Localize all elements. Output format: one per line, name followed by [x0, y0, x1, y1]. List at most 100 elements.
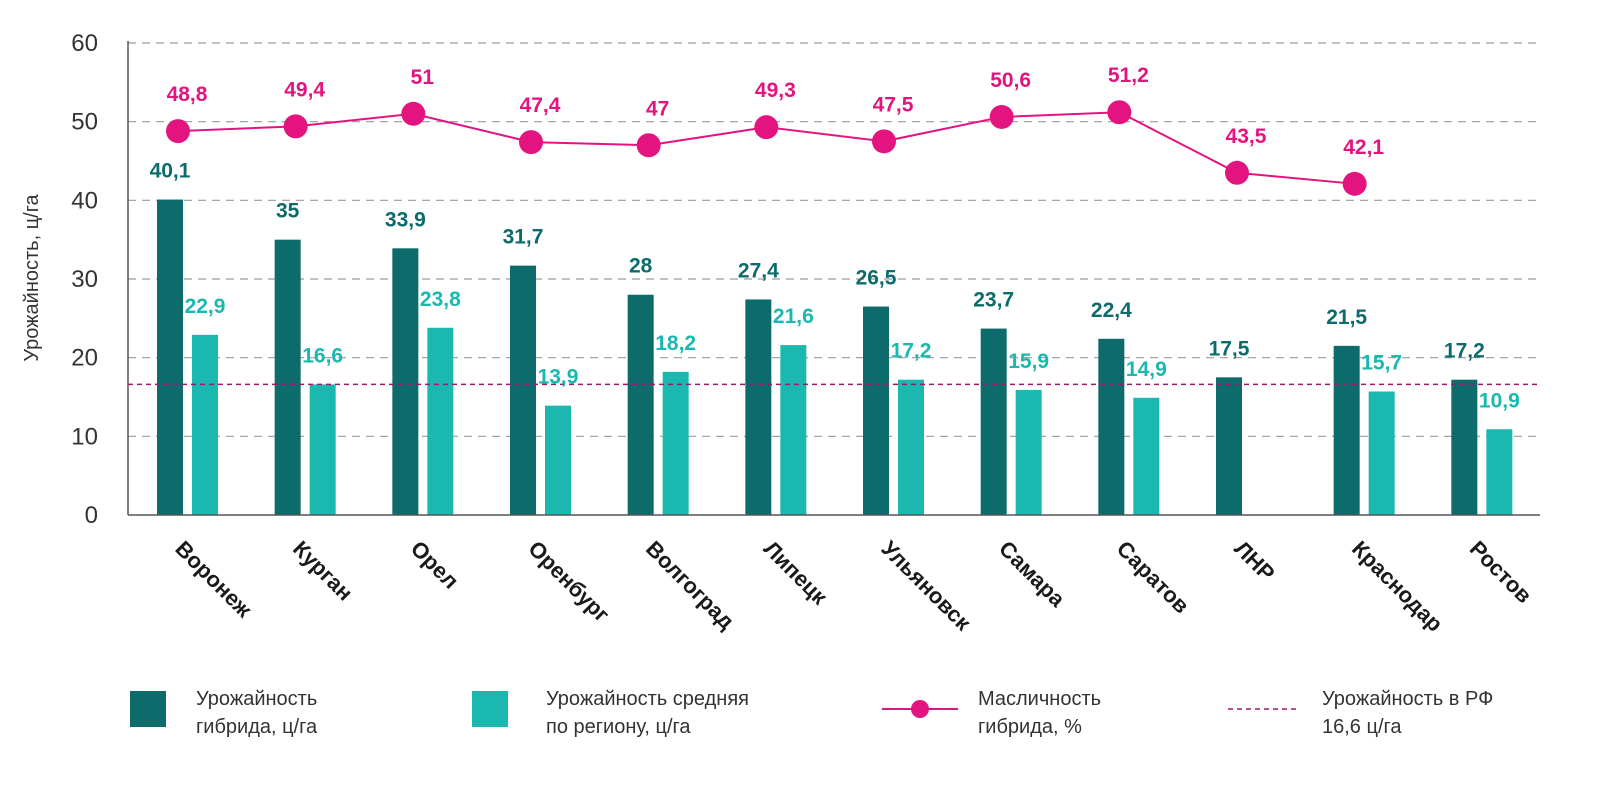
x-tick-label: Краснодар	[1347, 536, 1448, 637]
oil-content-line	[166, 100, 1367, 196]
data-label-hybrid: 27,4	[738, 259, 779, 282]
data-label-hybrid: 22,4	[1091, 299, 1132, 322]
data-label-oil: 50,6	[990, 69, 1031, 92]
bar-hybrid	[1098, 338, 1125, 515]
data-label-oil: 47	[646, 97, 669, 120]
data-label-hybrid: 31,7	[503, 226, 544, 249]
data-labels: 40,1 22,9 35 16,6 33,9 23,8 31,7 13,9 28 18,2 27,4…	[150, 64, 1520, 412]
data-label-hybrid: 17,5	[1209, 337, 1250, 360]
x-tick-label: Ростов	[1465, 536, 1537, 608]
data-label-region: 10,9	[1479, 389, 1520, 412]
data-label-hybrid: 26,5	[856, 267, 897, 290]
bar-region	[192, 334, 218, 515]
y-tick-label: 20	[71, 345, 98, 372]
x-tick-label: Липецк	[759, 536, 833, 610]
x-tick-label: Саратов	[1112, 536, 1194, 618]
y-tick-label: 30	[71, 266, 98, 293]
data-label-region: 17,2	[891, 340, 932, 363]
legend-swatch-region	[472, 691, 508, 727]
bar-hybrid	[980, 328, 1007, 515]
x-tick-label: Орел	[406, 536, 464, 594]
y-tick-label: 10	[71, 423, 98, 450]
bar-region	[1015, 389, 1042, 515]
data-label-region: 15,7	[1361, 351, 1402, 374]
data-label-hybrid: 35	[276, 200, 300, 223]
bar-region	[780, 345, 807, 515]
data-label-region: 22,9	[185, 295, 226, 318]
legend-oil-line2: гибрида, %	[978, 716, 1082, 738]
legend-oil-line1: Масличность	[978, 688, 1101, 710]
bar-region	[309, 384, 336, 515]
legend-oil-marker	[911, 700, 929, 718]
legend-hybrid-line2: гибрида, ц/га	[196, 716, 318, 738]
data-label-hybrid: 40,1	[150, 160, 191, 183]
data-label-region: 23,8	[420, 288, 461, 311]
x-tick-label: Воронеж	[170, 536, 257, 623]
bar-hybrid	[627, 294, 654, 515]
x-axis: Воронеж Курган Орел Оренбург Волгоград Липецк…	[128, 514, 1540, 637]
data-label-region: 18,2	[655, 332, 696, 355]
data-label-oil: 42,1	[1343, 136, 1384, 159]
x-tick-label: Оренбург	[523, 536, 614, 627]
oil-content-marker	[754, 115, 779, 140]
oil-content-marker	[1342, 171, 1367, 196]
y-tick-label: 60	[71, 30, 98, 57]
x-tick-label: Курган	[288, 536, 358, 606]
legend: Урожайность гибрида, ц/га Урожайность ср…	[130, 688, 1493, 738]
data-label-hybrid: 21,5	[1326, 306, 1367, 329]
legend-swatch-hybrid	[130, 691, 166, 727]
oil-content-marker	[166, 119, 190, 144]
data-label-hybrid: 17,2	[1444, 340, 1485, 363]
x-tick-label: Волгоград	[641, 536, 739, 634]
data-label-oil: 48,8	[167, 83, 208, 106]
oil-content-marker	[519, 130, 543, 155]
y-tick-label: 40	[71, 187, 98, 214]
bar-hybrid	[863, 306, 889, 515]
bar-hybrid	[510, 265, 536, 515]
data-label-region: 14,9	[1126, 358, 1167, 381]
x-tick-label: ЛНР	[1229, 536, 1279, 586]
bar-hybrid	[157, 199, 183, 515]
data-label-region: 15,9	[1008, 350, 1049, 373]
oil-content-marker	[636, 133, 661, 158]
oil-content-marker	[283, 114, 308, 139]
bar-region	[1486, 429, 1513, 515]
oil-content-marker	[1107, 100, 1132, 125]
legend-region-line1: Урожайность средняя	[546, 688, 749, 710]
bar-region	[1133, 397, 1160, 515]
legend-rf-line2: 16,6 ц/га	[1322, 716, 1402, 738]
data-label-hybrid: 28	[629, 255, 653, 278]
data-label-oil: 51,2	[1108, 64, 1149, 87]
data-label-oil: 49,3	[755, 79, 796, 102]
bar-hybrid	[1333, 345, 1360, 515]
bar-region	[898, 379, 924, 515]
bar-hybrid	[392, 248, 419, 515]
oil-content-marker	[989, 104, 1014, 129]
oil-content-marker	[401, 101, 426, 126]
bar-hybrid	[1216, 377, 1242, 515]
data-label-region: 21,6	[773, 305, 814, 328]
y-tick-label: 50	[71, 109, 98, 136]
bar-region	[427, 327, 454, 515]
bar-hybrid	[745, 299, 772, 515]
data-label-oil: 49,4	[284, 78, 325, 101]
bar-hybrid	[1451, 379, 1478, 515]
legend-region-line2: по региону, ц/га	[546, 716, 691, 738]
data-label-oil: 51	[411, 66, 435, 89]
legend-hybrid-line1: Урожайность	[196, 688, 317, 710]
data-label-hybrid: 33,9	[385, 208, 426, 231]
data-label-oil: 43,5	[1226, 125, 1267, 148]
data-label-oil: 47,4	[520, 94, 561, 117]
bar-region	[662, 371, 689, 515]
bar-region	[1368, 391, 1395, 515]
data-label-oil: 47,5	[873, 93, 914, 116]
grid-lines	[128, 42, 1540, 437]
y-axis: 0 10 20 30 40 50 60	[71, 30, 129, 529]
y-tick-label: 0	[85, 502, 98, 529]
data-label-hybrid: 23,7	[973, 289, 1014, 312]
bar-region	[545, 405, 571, 515]
legend-rf-line1: Урожайность в РФ	[1322, 688, 1493, 710]
data-label-region: 16,6	[302, 344, 343, 367]
oil-content-marker	[872, 129, 896, 154]
